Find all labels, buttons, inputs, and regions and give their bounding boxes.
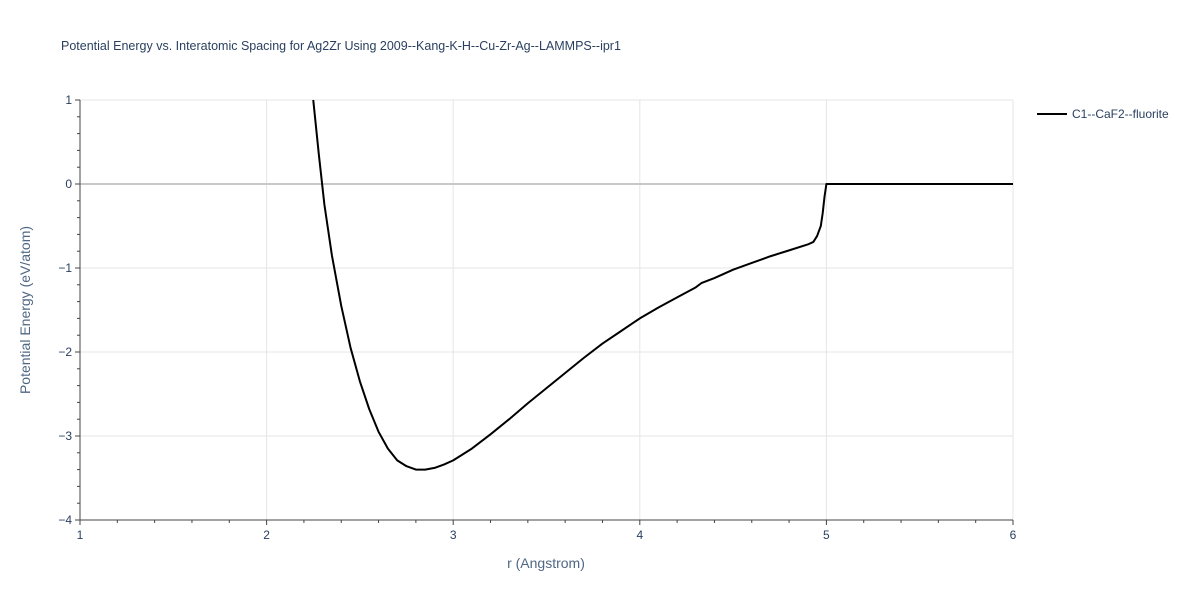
y-axis-title: Potential Energy (eV/atom) — [17, 226, 33, 394]
x-tick-label: 4 — [636, 528, 643, 542]
x-tick-label: 3 — [450, 528, 457, 542]
series-lines — [312, 99, 1013, 471]
y-tick-label: −2 — [58, 345, 72, 359]
x-tick-label: 1 — [77, 528, 84, 542]
x-tick-label: 5 — [823, 528, 830, 542]
axes — [75, 99, 1014, 525]
y-tick-label: 1 — [65, 93, 72, 107]
series-line-0 — [312, 99, 1013, 471]
x-tick-label: 6 — [1010, 528, 1017, 542]
y-tick-label: −1 — [58, 261, 72, 275]
y-tick-label: −4 — [58, 513, 72, 527]
y-tick-label: −3 — [58, 429, 72, 443]
x-tick-label: 2 — [263, 528, 270, 542]
legend-label: C1--CaF2--fluorite — [1072, 107, 1169, 121]
x-axis-title: r (Angstrom) — [507, 555, 585, 571]
legend[interactable]: C1--CaF2--fluorite — [1037, 107, 1169, 121]
tick-labels: 1 2 3 4 5 6 1 0 −1 −2 −3 −4 — [58, 93, 1016, 542]
grid-lines — [80, 99, 1014, 520]
chart-title: Potential Energy vs. Interatomic Spacing… — [61, 39, 621, 53]
y-tick-label: 0 — [65, 177, 72, 191]
